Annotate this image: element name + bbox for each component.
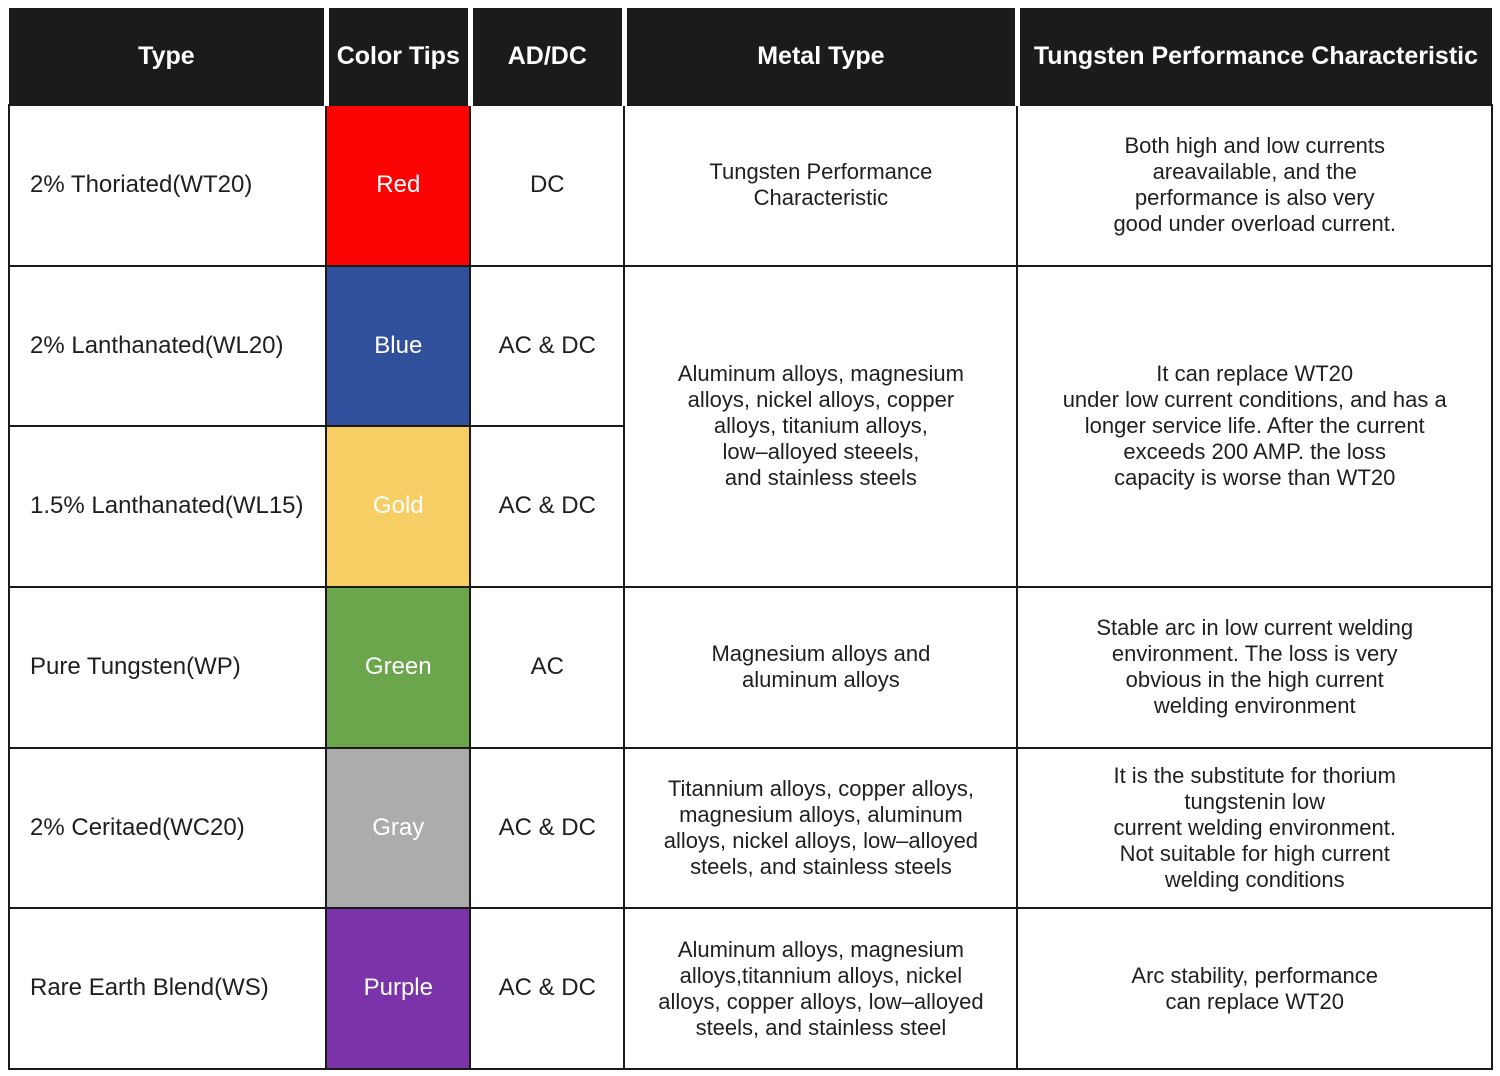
- color-swatch-purple: Purple: [325, 907, 472, 1070]
- table-row-thoriated-wt20: 2% Thoriated(WT20) Red DC Tungsten Perfo…: [7, 104, 1493, 267]
- cell-current-ceriated: AC & DC: [469, 746, 626, 910]
- cell-type-thoriated: 2% Thoriated(WT20): [7, 104, 328, 267]
- cell-current-rare-earth: AC & DC: [469, 907, 626, 1070]
- cell-current-pure-tungsten: AC: [469, 585, 626, 749]
- cell-current-thoriated: DC: [469, 104, 626, 267]
- cell-type-rare-earth: Rare Earth Blend(WS): [7, 907, 328, 1070]
- color-swatch-green: Green: [325, 585, 472, 749]
- cell-metal-thoriated: Tungsten Performance Characteristic: [623, 104, 1019, 267]
- column-header-performance: Tungsten Performance Characteristic: [1014, 8, 1492, 106]
- cell-type-lanthanated-wl15: 1.5% Lanthanated(WL15): [7, 425, 328, 588]
- cell-type-lanthanated-wl20: 2% Lanthanated(WL20): [7, 264, 328, 428]
- cell-metal-pure-tungsten: Magnesium alloys and aluminum alloys: [623, 585, 1019, 749]
- cell-current-lanthanated-wl20: AC & DC: [469, 264, 626, 428]
- table-row-rare-earth-ws: Rare Earth Blend(WS) Purple AC & DC Alum…: [7, 907, 1493, 1070]
- cell-performance-thoriated: Both high and low currents areavailable,…: [1016, 104, 1493, 267]
- color-swatch-gold: Gold: [325, 425, 472, 588]
- table-row-lanthanated-wl20: 2% Lanthanated(WL20) Blue AC & DC Alumin…: [7, 264, 1493, 588]
- cell-performance-pure-tungsten: Stable arc in low current welding enviro…: [1016, 585, 1493, 749]
- table-row-ceriated-wc20: 2% Ceritaed(WC20) Gray AC & DC Titannium…: [7, 746, 1493, 910]
- column-header-color-tips: Color Tips: [323, 8, 471, 106]
- cell-metal-rare-earth: Aluminum alloys, magnesium alloys,titann…: [623, 907, 1019, 1070]
- column-header-current: AD/DC: [467, 8, 625, 106]
- cell-performance-rare-earth: Arc stability, performance can replace W…: [1016, 907, 1493, 1070]
- tungsten-electrode-table: Type Color Tips AD/DC Metal Type Tungste…: [7, 8, 1493, 1070]
- cell-performance-lanthanated-shared: It can replace WT20 under low current co…: [1016, 264, 1493, 588]
- color-swatch-blue: Blue: [325, 264, 472, 428]
- column-header-type: Type: [9, 8, 327, 106]
- color-swatch-gray: Gray: [325, 746, 472, 910]
- cell-metal-ceriated: Titannium alloys, copper alloys, magnesi…: [623, 746, 1019, 910]
- color-swatch-red: Red: [325, 104, 472, 267]
- table-row-pure-tungsten-wp: Pure Tungsten(WP) Green AC Magnesium all…: [7, 585, 1493, 749]
- cell-metal-lanthanated-shared: Aluminum alloys, magnesium alloys, nicke…: [623, 264, 1019, 588]
- column-header-metal-type: Metal Type: [621, 8, 1018, 106]
- cell-type-ceriated: 2% Ceritaed(WC20): [7, 746, 328, 910]
- table-row-lanthanated-wl15: 1.5% Lanthanated(WL15) Gold AC & DC: [7, 425, 1492, 588]
- cell-type-pure-tungsten: Pure Tungsten(WP): [7, 585, 328, 749]
- cell-current-lanthanated-wl15: AC & DC: [469, 425, 626, 588]
- cell-performance-ceriated: It is the substitute for thorium tungste…: [1016, 746, 1493, 910]
- table-header-row: Type Color Tips AD/DC Metal Type Tungste…: [9, 8, 1492, 106]
